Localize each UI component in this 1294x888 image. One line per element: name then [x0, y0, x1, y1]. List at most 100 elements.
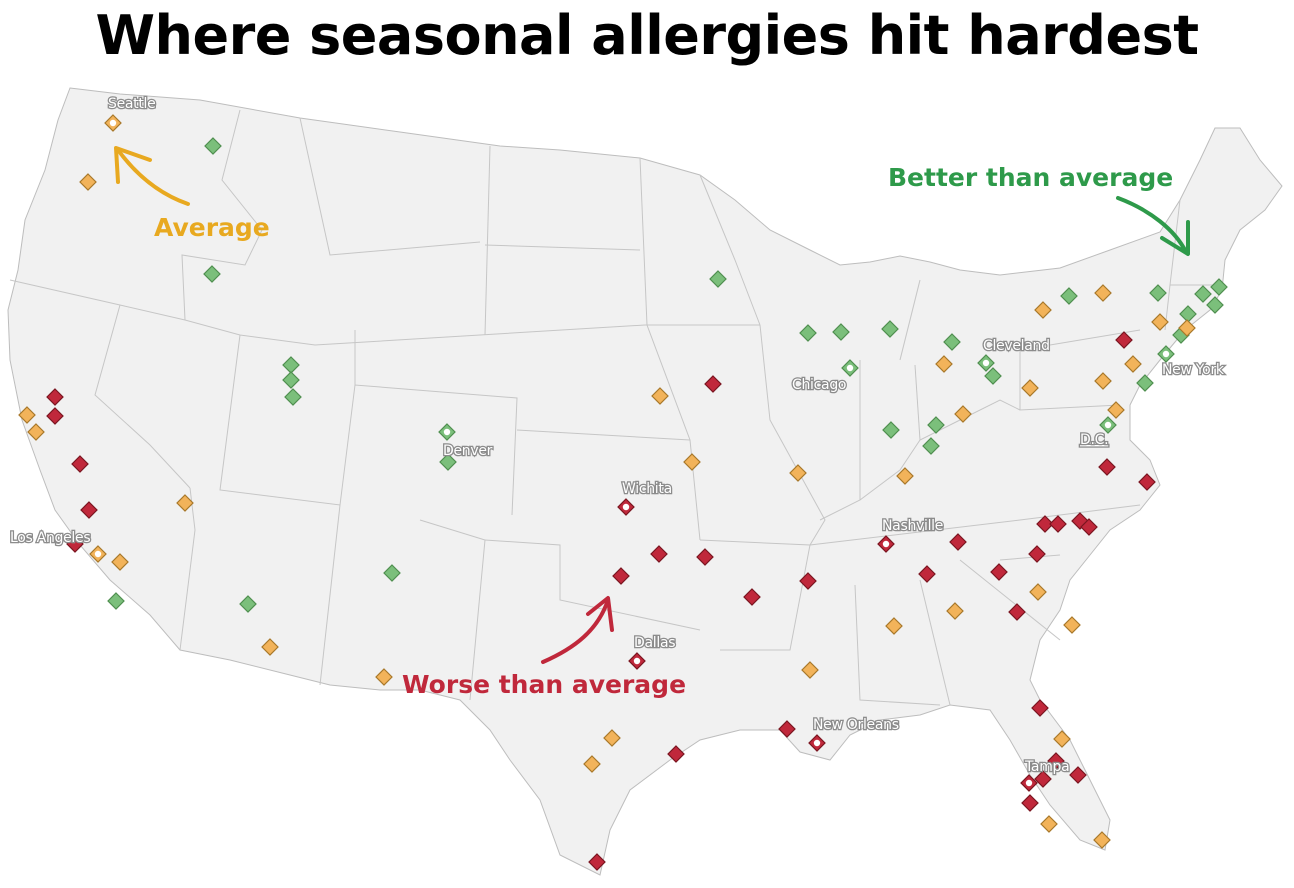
marker-better [1136, 374, 1154, 392]
city-marker-dot [882, 540, 890, 548]
marker-better [943, 333, 961, 351]
city-marker-dot [982, 359, 990, 367]
city-marker-dot [443, 428, 451, 436]
city-label-wichita: Wichita [622, 481, 672, 497]
marker-worse [80, 501, 98, 519]
city-label-nashville: Nashville [882, 518, 943, 534]
marker-worse [588, 853, 606, 871]
marker-better [927, 416, 945, 434]
marker-average [896, 467, 914, 485]
city-marker-dot [846, 364, 854, 372]
marker-better [383, 564, 401, 582]
marker-better [799, 324, 817, 342]
marker-better [203, 265, 221, 283]
marker-worse [704, 375, 722, 393]
city-marker-dot [1025, 779, 1033, 787]
legend-worse-label: Worse than average [402, 670, 686, 699]
marker-better [881, 320, 899, 338]
marker-better [1210, 278, 1228, 296]
marker-worse [1008, 603, 1026, 621]
marker-worse [46, 388, 64, 406]
marker-worse [1098, 458, 1116, 476]
city-label-new-york: New York [1162, 362, 1225, 378]
marker-average [1151, 313, 1169, 331]
marker-average [885, 617, 903, 635]
marker-better [1060, 287, 1078, 305]
marker-better [832, 323, 850, 341]
marker-worse [1034, 770, 1052, 788]
allergy-markers [18, 114, 1228, 871]
marker-better [107, 592, 125, 610]
city-marker-dot [622, 503, 630, 511]
marker-average [27, 423, 45, 441]
marker-worse [650, 545, 668, 563]
marker-worse [46, 407, 64, 425]
marker-average [375, 668, 393, 686]
marker-average [954, 405, 972, 423]
marker-better [922, 437, 940, 455]
marker-average [1040, 815, 1058, 833]
legend-better-label: Better than average [888, 163, 1173, 192]
marker-worse [1036, 515, 1054, 533]
marker-worse [990, 563, 1008, 581]
marker-better [439, 453, 457, 471]
marker-better [239, 595, 257, 613]
marker-average [1029, 583, 1047, 601]
marker-better [882, 421, 900, 439]
marker-worse [949, 533, 967, 551]
city-label-tampa: Tampa [1024, 759, 1069, 775]
marker-better [1149, 284, 1167, 302]
us-outline [7, 87, 1283, 876]
marker-better [204, 137, 222, 155]
marker-average [79, 173, 97, 191]
marker-worse [1047, 752, 1065, 770]
city-marker-dot [1104, 421, 1112, 429]
annotation-better: Better than average [888, 163, 1190, 256]
marker-average [1021, 379, 1039, 397]
marker-average [946, 602, 964, 620]
legend-average-label: Average [154, 213, 270, 242]
marker-average [583, 755, 601, 773]
marker-average [1093, 831, 1111, 849]
marker-worse [696, 548, 714, 566]
city-label-chicago: Chicago [792, 377, 846, 393]
city-labels: Seattle Los Angeles Denver Wichita Dalla… [9, 95, 1227, 777]
marker-better [284, 388, 302, 406]
marker-average [1178, 319, 1196, 337]
marker-average [683, 453, 701, 471]
marker-average [1094, 284, 1112, 302]
marker-average [1063, 616, 1081, 634]
marker-worse [778, 720, 796, 738]
marker-average [1107, 401, 1125, 419]
city-label-los-angeles: Los Angeles [10, 530, 90, 546]
marker-average [18, 406, 36, 424]
marker-worse [743, 588, 761, 606]
city-marker-dot [633, 657, 641, 665]
annotation-worse: Worse than average [402, 596, 686, 699]
city-marker-dot [109, 119, 117, 127]
city-label-dallas: Dallas [634, 635, 675, 651]
marker-better [1206, 296, 1224, 314]
marker-average [1034, 301, 1052, 319]
marker-worse [1115, 331, 1133, 349]
marker-average [603, 729, 621, 747]
marker-worse [1021, 794, 1039, 812]
city-marker-dot [1162, 350, 1170, 358]
map-title: Where seasonal allergies hit hardest [95, 4, 1199, 67]
state-borders [9, 109, 1222, 706]
city-marker-dot [94, 550, 102, 558]
marker-worse [1049, 515, 1067, 533]
marker-average [801, 661, 819, 679]
marker-average [1124, 355, 1142, 373]
marker-worse [667, 745, 685, 763]
city-label-dc: D.C. [1080, 432, 1108, 448]
marker-worse [1138, 473, 1156, 491]
city-label-cleveland: Cleveland [983, 338, 1050, 354]
annotation-average: Average [114, 146, 270, 242]
marker-worse [799, 572, 817, 590]
marker-average [651, 387, 669, 405]
marker-average [111, 553, 129, 571]
marker-average [1094, 372, 1112, 390]
